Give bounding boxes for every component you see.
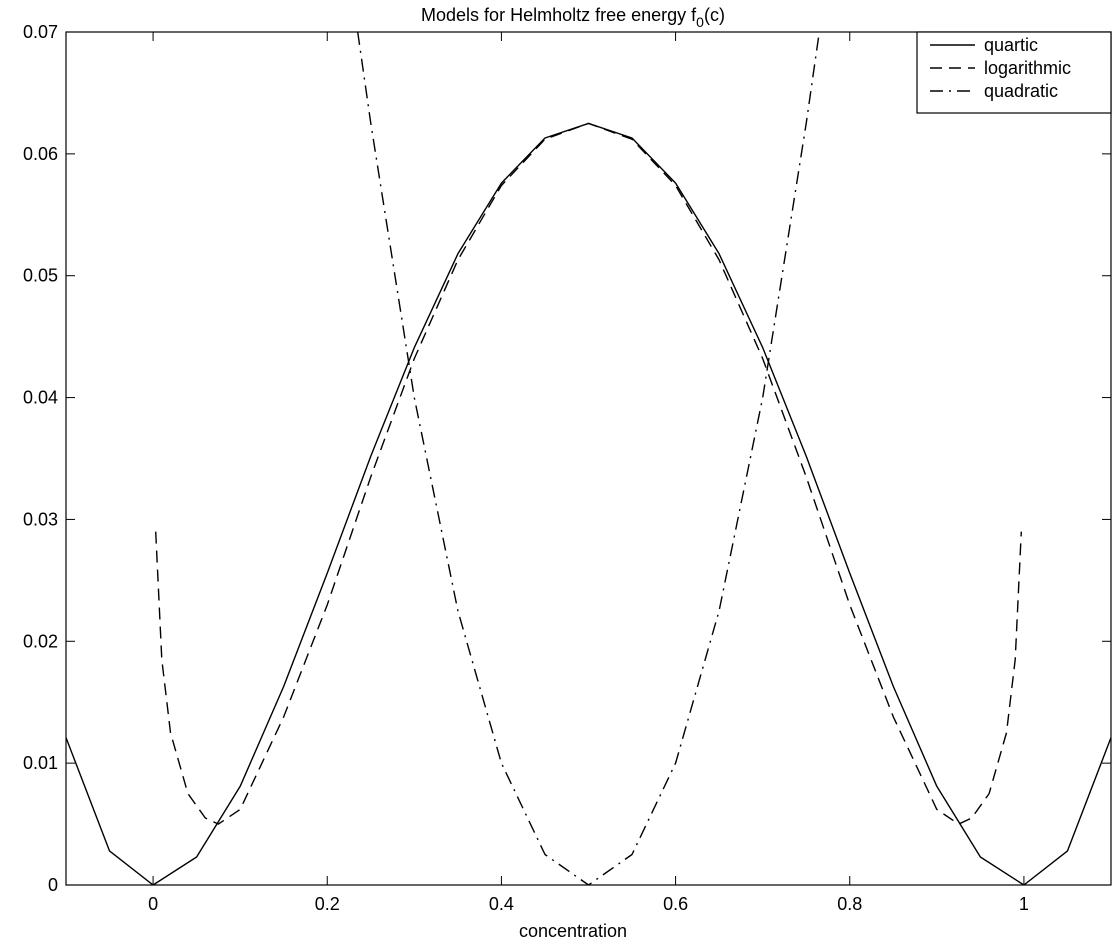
x-tick-label: 0.8 [837, 894, 862, 914]
chart-title: Models for Helmholtz free energy f0(c) [421, 5, 725, 30]
chart-title-main: Models for Helmholtz free energy f [421, 5, 697, 25]
x-tick-label: 0.6 [663, 894, 688, 914]
series-layer [66, 32, 1111, 885]
series-line-logarithmic [155, 122, 1022, 825]
plot-area [65, 31, 1112, 886]
x-tick-label: 0 [148, 894, 158, 914]
chart-title-subscript: 0 [696, 14, 704, 30]
legend-label-quartic: quartic [984, 35, 1038, 55]
legend-label-quadratic: quadratic [984, 81, 1058, 101]
x-tick-label: 1 [1019, 894, 1029, 914]
legend: quartic logarithmic quadratic [916, 31, 1112, 114]
chart-title-tail: (c) [704, 5, 725, 25]
x-axis-label: concentration [519, 921, 627, 941]
y-tick-label: 0 [48, 875, 58, 895]
y-tick-label: 0.07 [23, 22, 58, 42]
y-axis: 0 0.01 0.02 0.03 0.04 0.05 0.06 0.07 [23, 22, 1111, 895]
legend-label-logarithmic: logarithmic [984, 58, 1071, 78]
y-tick-label: 0.04 [23, 388, 58, 408]
y-tick-label: 0.02 [23, 631, 58, 651]
legend-entries: quartic logarithmic quadratic [930, 35, 1071, 101]
x-tick-label: 0.4 [489, 894, 514, 914]
y-tick-label: 0.05 [23, 266, 58, 286]
series-line-quartic [66, 122, 1111, 885]
y-tick-label: 0.06 [23, 144, 58, 164]
series-line-quadratic [357, 32, 820, 885]
x-axis: 0 0.2 0.4 0.6 0.8 1 [148, 32, 1029, 914]
y-tick-label: 0.01 [23, 753, 58, 773]
y-tick-label: 0.03 [23, 509, 58, 529]
x-tick-label: 0.2 [315, 894, 340, 914]
